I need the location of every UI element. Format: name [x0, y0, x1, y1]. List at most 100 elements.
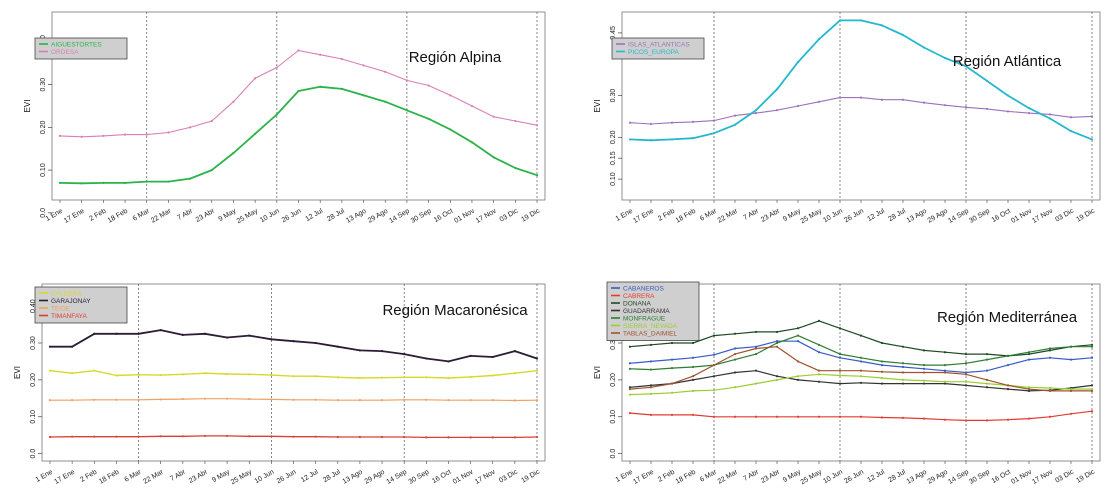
- data-point-cabrera: [775, 415, 779, 418]
- data-point-timanfaya: [403, 435, 406, 439]
- data-point-teide: [137, 398, 140, 401]
- data-point-caldera: [535, 369, 539, 372]
- data-point-cabaneros: [1006, 364, 1010, 367]
- data-point-aiguestortes: [449, 128, 452, 131]
- x-tick-label: 6 Mar: [132, 207, 152, 222]
- x-tick-label: 18 Feb: [98, 469, 120, 486]
- data-point-guadarrama: [1090, 384, 1094, 387]
- chart-panel-macaronesica: 0.0 0.10 0.20 0.30 0.40 EVI 1 Ene 17 Ene 2 Feb 18…: [0, 251, 552, 502]
- data-point-cabaneros: [1048, 356, 1052, 359]
- data-point-donana: [628, 345, 632, 348]
- data-point-garajonay: [225, 336, 229, 339]
- data-point-islas-atlanticas: [1069, 116, 1073, 119]
- data-point-picos-europa: [880, 24, 884, 27]
- legend-label-picos-europa: PICOS_EUROPA: [628, 49, 679, 56]
- data-point-garajonay: [314, 341, 317, 345]
- data-point-sierra-nevada: [880, 376, 884, 380]
- data-point-caldera: [469, 375, 472, 379]
- x-tick-label: 9 May: [217, 207, 237, 223]
- data-point-monfrague: [880, 360, 884, 363]
- data-point-guadarrama: [754, 369, 758, 372]
- data-point-timanfaya: [203, 434, 207, 438]
- data-point-ordesa: [449, 94, 452, 97]
- data-point-tablas-daimiel: [712, 364, 716, 367]
- data-point-aiguestortes: [123, 181, 127, 185]
- data-point-ordesa: [254, 77, 257, 80]
- data-point-ordesa: [514, 119, 517, 123]
- data-point-guadarrama: [922, 382, 926, 385]
- x-tick-label: 30 Sep: [968, 469, 991, 486]
- data-point-aiguestortes: [535, 174, 539, 177]
- data-point-donana: [733, 332, 737, 335]
- x-tick-label: 25 May: [800, 207, 824, 225]
- data-point-guadarrama: [775, 375, 779, 378]
- data-point-teide: [535, 399, 539, 402]
- data-point-picos-europa: [733, 123, 737, 126]
- data-point-timanfaya: [314, 435, 317, 438]
- data-point-sierra-nevada: [859, 375, 863, 378]
- y-tick-label: 0.20: [610, 130, 617, 144]
- data-point-cabrera: [712, 415, 716, 418]
- x-tick-label: 28 Jul: [887, 468, 907, 484]
- data-point-ordesa: [470, 104, 474, 108]
- data-point-guadarrama: [901, 382, 905, 385]
- x-tick-label: 2 Feb: [657, 469, 676, 484]
- legend-box: [34, 37, 128, 60]
- data-point-cabaneros: [712, 353, 716, 356]
- y-tick-label: 0.0: [30, 449, 37, 459]
- data-point-tablas-daimiel: [985, 378, 989, 381]
- x-tick-label: 22 Mar: [717, 207, 740, 224]
- data-point-donana: [859, 334, 863, 337]
- data-point-donana: [901, 345, 905, 348]
- x-tick-label: 03 Dic: [498, 468, 519, 484]
- data-point-cabaneros: [985, 369, 989, 372]
- data-point-monfrague: [943, 364, 947, 367]
- x-tick-label: 03 Dic: [1054, 207, 1075, 223]
- y-tick-label: 0.10: [610, 172, 617, 186]
- data-point-aiguestortes: [340, 87, 343, 91]
- data-point-guadarrama: [691, 378, 695, 381]
- data-point-cabrera: [964, 419, 968, 422]
- x-tick-label: 17 Nov: [475, 207, 498, 224]
- data-point-islas-atlanticas: [859, 96, 863, 99]
- x-tick-label: 30 Sep: [968, 208, 991, 225]
- x-tick-label: 6 Mar: [699, 207, 719, 222]
- data-point-donana: [796, 327, 800, 330]
- data-point-tablas-daimiel: [943, 371, 947, 374]
- x-tick-label: 10 Jun: [822, 208, 844, 225]
- y-tick-label: 0.30: [30, 336, 37, 350]
- data-point-monfrague: [922, 364, 926, 367]
- data-point-garajonay: [181, 333, 184, 336]
- data-point-cabaneros: [796, 340, 800, 343]
- data-point-tablas-daimiel: [628, 387, 632, 391]
- data-point-cabrera: [1048, 415, 1052, 418]
- data-point-monfrague: [1069, 345, 1073, 348]
- data-point-guadarrama: [943, 382, 947, 385]
- legend-label-sierra-nevada: SIERRA_NEVADA: [623, 323, 678, 330]
- data-point-teide: [358, 399, 362, 402]
- x-tick-label: 9 May: [782, 207, 802, 223]
- x-tick-label: 23 Abr: [188, 468, 210, 485]
- data-point-garajonay: [336, 345, 339, 348]
- data-point-islas-atlanticas: [901, 98, 905, 101]
- y-tick-label: 0.10: [30, 410, 37, 424]
- data-point-cabrera: [859, 415, 863, 418]
- data-point-donana: [922, 349, 926, 352]
- x-tick-label: 18 Feb: [675, 208, 697, 225]
- data-point-cabaneros: [859, 360, 863, 363]
- data-point-ordesa: [340, 57, 343, 61]
- data-point-monfrague: [901, 362, 905, 365]
- data-point-ordesa: [80, 135, 83, 138]
- data-point-tablas-daimiel: [817, 369, 821, 372]
- data-point-picos-europa: [670, 138, 674, 141]
- data-point-sierra-nevada: [817, 373, 821, 376]
- x-tick-label: 7 Abr: [742, 468, 760, 483]
- data-point-ordesa: [319, 53, 322, 56]
- legend-label-cabaneros: CABANEROS: [623, 285, 664, 292]
- data-point-picos-europa: [985, 79, 989, 83]
- data-point-monfrague: [817, 343, 821, 346]
- data-point-monfrague: [649, 368, 653, 371]
- x-tick-label: 26 Jun: [843, 469, 865, 486]
